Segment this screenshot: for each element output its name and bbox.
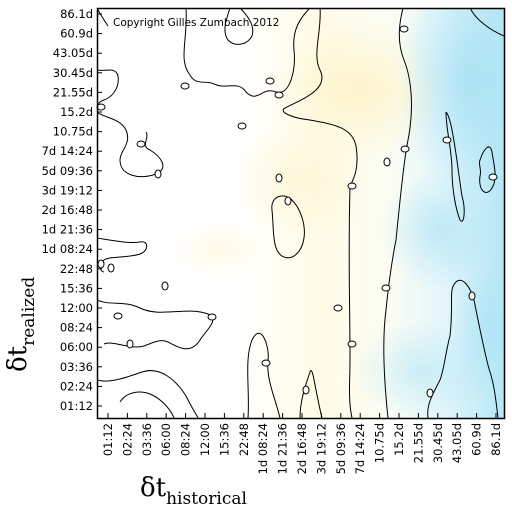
y-tick-label: 7d 14:24 <box>42 144 93 158</box>
x-tick-label: 10.75d <box>373 423 387 463</box>
copyright-text: Copyright Gilles Zumbach 2012 <box>113 17 279 29</box>
x-tick-label: 02:24 <box>120 423 134 456</box>
y-tick-label: 1d 08:24 <box>42 242 93 256</box>
x-tick-label: 43.05d <box>450 423 464 463</box>
y-tick-label: 30.45d <box>53 66 93 80</box>
svg-text:δthistorical: δthistorical <box>140 473 247 509</box>
y-tick-label: 15:36 <box>60 281 93 295</box>
x-tick-label: 03:36 <box>140 423 154 456</box>
x-axis-subscript: historical <box>166 489 247 509</box>
plot-frame <box>96 7 506 420</box>
x-tick-label: 01:12 <box>101 423 115 456</box>
x-axis: 01:12 02:24 03:36 06:00 08:24 12:00 15:36 22:48… <box>101 413 503 474</box>
x-tick-label: 5d 09:36 <box>334 423 348 474</box>
y-tick-label: 22:48 <box>60 262 93 276</box>
x-tick-label: 60.9d <box>470 423 484 456</box>
x-tick-label: 22:48 <box>237 423 251 456</box>
x-tick-label: 3d 19:12 <box>314 423 328 474</box>
x-tick-label: 21.55d <box>411 423 425 463</box>
y-tick-label: 86.1d <box>60 7 93 21</box>
svg-text:δtrealized: δtrealized <box>3 277 39 372</box>
x-axis-label: δthistorical <box>140 473 247 509</box>
x-tick-label: 1d 08:24 <box>256 423 270 474</box>
y-axis: 86.1d 60.9d 43.05d 30.45d 21.55d 15.2d 10.75d 7… <box>42 7 102 413</box>
y-axis-subscript: realized <box>19 277 39 346</box>
y-axis-label: δtrealized <box>3 277 39 372</box>
x-tick-label: 15:36 <box>217 423 231 456</box>
x-tick-label: 30.45d <box>431 423 445 463</box>
y-tick-label: 02:24 <box>60 379 93 393</box>
y-tick-label: 10.75d <box>53 125 93 139</box>
y-tick-label: 08:24 <box>60 321 93 335</box>
x-tick-label: 2d 16:48 <box>295 423 309 474</box>
y-tick-label: 1d 21:36 <box>42 223 93 237</box>
y-tick-label: 15.2d <box>60 105 93 119</box>
heatmap-field <box>97 8 504 418</box>
y-tick-label: 2d 16:48 <box>42 203 93 217</box>
y-tick-label: 5d 09:36 <box>42 164 93 178</box>
contour-markers <box>96 25 498 398</box>
y-tick-label: 03:36 <box>60 360 93 374</box>
y-tick-label: 06:00 <box>60 340 93 354</box>
y-tick-label: 3d 19:12 <box>42 183 93 197</box>
x-tick-label: 08:24 <box>179 423 193 456</box>
x-tick-label: 1d 21:36 <box>276 423 290 474</box>
contour-lines <box>97 8 504 418</box>
x-tick-label: 86.1d <box>489 423 503 456</box>
y-tick-label: 21.55d <box>53 85 93 99</box>
y-axis-symbol: δt <box>3 345 33 372</box>
x-tick-label: 15.2d <box>392 423 406 456</box>
x-axis-symbol: δt <box>140 473 167 503</box>
x-tick-label: 12:00 <box>198 423 212 456</box>
x-tick-label: 06:00 <box>159 423 173 456</box>
y-tick-label: 60.9d <box>60 27 93 41</box>
y-tick-label: 43.05d <box>53 46 93 60</box>
y-tick-label: 01:12 <box>60 399 93 413</box>
x-tick-label: 7d 14:24 <box>353 423 367 474</box>
y-tick-label: 12:00 <box>60 301 93 315</box>
